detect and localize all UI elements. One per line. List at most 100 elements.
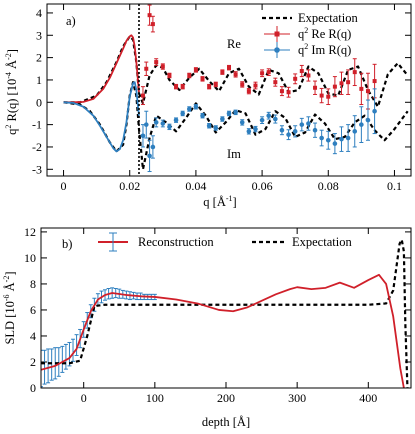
- point-q-re-r-q-34: [352, 70, 357, 75]
- y-tick-label-0-6: 3: [36, 28, 42, 42]
- point-q-im-r-q-13: [213, 125, 219, 131]
- point-q-re-r-q-36: [365, 89, 370, 94]
- point-q-im-r-q-3: [150, 144, 156, 150]
- x-tick-label-0-2: 0.04: [185, 179, 206, 193]
- point-q-re-r-q-11: [200, 76, 205, 81]
- point-q-re-r-q-7: [174, 84, 179, 89]
- point-q-re-r-q-27: [306, 73, 311, 78]
- x-tick-label-1-1: 100: [146, 391, 164, 405]
- panel-a-series: [63, 4, 409, 173]
- point-q-im-r-q-9: [186, 106, 192, 112]
- point-q-re-r-q-23: [279, 89, 284, 94]
- point-q-re-r-q-18: [246, 89, 251, 94]
- point-q-im-r-q-21: [266, 113, 272, 118]
- point-q-im-r-q-34: [352, 129, 358, 134]
- point-q-re-r-q-4: [154, 60, 159, 65]
- panel-a-annotation-im: Im: [227, 147, 241, 161]
- point-q-re-r-q-5: [160, 64, 165, 69]
- point-q-im-r-q-6: [167, 124, 172, 130]
- legend-expectation-label: Expectation: [298, 11, 358, 25]
- panel-a-label: a): [66, 14, 76, 28]
- y-tick-label-1-3: 6: [30, 303, 36, 317]
- y-tick-label-1-1: 2: [30, 355, 36, 369]
- panel-a-ticks: 0 0.02 0.04 0.06 0.08 0.1 -3 -2 -1 0 1 2 3 4: [32, 4, 411, 193]
- point-q-im-r-q-20: [259, 117, 265, 123]
- series-im-fit: [63, 81, 140, 153]
- y-tick-label-1-6: 12: [24, 225, 36, 239]
- point-q-re-r-q-31: [332, 84, 337, 89]
- point-q-im-r-q-5: [160, 121, 166, 126]
- series-re-fit: [63, 34, 140, 104]
- panel-a: 0 0.02 0.04 0.06 0.08 0.1 -3 -2 -1 0 1 2 3 4 a) Re Im…: [4, 3, 412, 209]
- point-q-im-r-q-14: [220, 116, 225, 122]
- point-q-re-r-q-1: [144, 66, 149, 71]
- point-q-im-r-q-28: [312, 127, 318, 133]
- point-q-re-r-q-19: [253, 83, 258, 88]
- point-q-re-r-q-16: [233, 72, 238, 77]
- point-q-re-r-q-37: [372, 79, 377, 84]
- x-tick-label-0-5: 0.1: [387, 179, 402, 193]
- plot-area-1: [41, 238, 409, 388]
- x-tick-label-0-1: 0.02: [119, 179, 140, 193]
- point-q-im-r-q-16: [233, 110, 238, 115]
- legend-re-label: q2 Re R(q): [298, 26, 351, 41]
- panel-b-label: b): [62, 237, 72, 251]
- panel-b-series: [41, 238, 409, 388]
- point-q-im-r-q-8: [180, 111, 185, 116]
- point-q-re-r-q-3: [150, 22, 155, 27]
- point-q-re-r-q-8: [180, 84, 185, 89]
- series-expectation: [41, 238, 409, 388]
- point-q-im-r-q-26: [299, 122, 305, 127]
- plot-area-0: [63, 4, 409, 173]
- point-q-re-r-q-15: [227, 65, 231, 70]
- point-q-re-r-q-30: [326, 94, 331, 99]
- point-q-im-r-q-23: [279, 127, 285, 133]
- x-tick-label-1-2: 200: [217, 391, 235, 405]
- point-q-re-r-q-12: [207, 84, 212, 89]
- y-tick-label-0-2: -1: [32, 118, 42, 132]
- panel-a-y-axis-label: q2 R(q) [10-4 Å-2]: [4, 49, 19, 135]
- panel-a-annotation-re: Re: [227, 37, 241, 51]
- point-q-im-r-q-25: [292, 129, 298, 134]
- point-q-im-r-q-17: [239, 120, 245, 125]
- y-tick-label-0-7: 4: [36, 6, 42, 20]
- point-q-im-r-q-36: [365, 117, 371, 123]
- point-q-re-r-q-22: [273, 80, 278, 85]
- point-q-re-r-q-24: [286, 90, 291, 95]
- x-tick-label-0-0: 0: [61, 179, 67, 193]
- y-tick-label-1-5: 10: [24, 251, 36, 265]
- point-q-im-r-q-1: [143, 122, 149, 127]
- point-q-im-r-q-27: [306, 121, 311, 126]
- point-q-im-r-q-24: [286, 132, 291, 137]
- y-tick-label-0-3: 0: [36, 95, 42, 109]
- panel-b-ticks: 0 100 200 300 400 0 2 4 6 8 10 12: [24, 225, 411, 405]
- point-q-re-r-q-26: [299, 69, 304, 74]
- point-q-re-r-q-32: [339, 81, 344, 86]
- point-q-im-r-q-0: [140, 133, 146, 139]
- panel-b-y-axis-label: SLD [10-6 Å-2]: [2, 271, 17, 344]
- point-q-re-r-q-20: [260, 71, 265, 76]
- x-tick-label-1-4: 400: [359, 391, 377, 405]
- point-q-im-r-q-12: [206, 123, 212, 129]
- legend-im-label: q2 Im R(q): [298, 42, 351, 57]
- y-tick-label-1-4: 8: [30, 277, 36, 291]
- point-q-re-r-q-35: [359, 86, 364, 91]
- point-q-im-r-q-37: [372, 108, 377, 114]
- point-q-im-r-q-19: [253, 126, 258, 132]
- point-q-im-r-q-11: [200, 113, 205, 118]
- series-re-expectation: [63, 35, 409, 108]
- panel-b-x-axis-label: depth [Å]: [202, 415, 250, 429]
- point-q-re-r-q-13: [213, 82, 218, 87]
- point-q-im-r-q-4: [153, 120, 159, 125]
- x-tick-label-1-3: 300: [288, 391, 306, 405]
- point-q-im-r-q-10: [193, 104, 199, 110]
- y-tick-label-0-1: -2: [32, 140, 42, 154]
- point-q-im-r-q-30: [325, 137, 331, 143]
- legend-re-swatch: [264, 26, 290, 42]
- panel-b-axes-frame: [40, 227, 412, 389]
- point-q-re-r-q-6: [167, 73, 172, 78]
- panel-a-legend: Expectation q2 Re R(q) q2 Im R(q): [262, 11, 358, 58]
- point-q-re-r-q-17: [240, 82, 245, 87]
- series-reconstruction: [41, 273, 405, 388]
- point-q-re-r-q-9: [187, 73, 192, 78]
